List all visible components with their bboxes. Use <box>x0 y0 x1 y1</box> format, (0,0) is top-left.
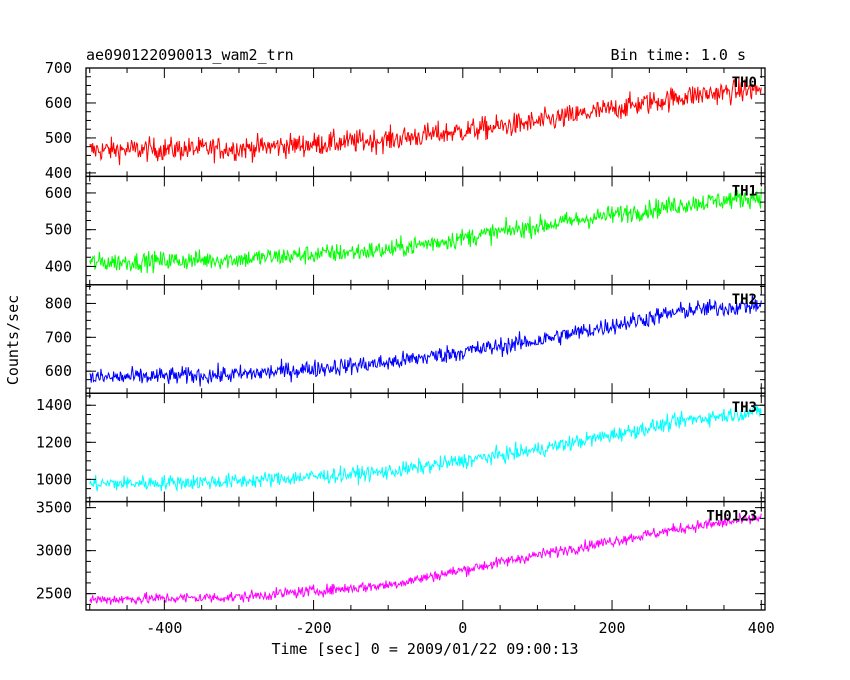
panel-label-th3: TH3 <box>732 400 757 416</box>
x-axis-label: Time [sec] 0 = 2009/01/22 09:00:13 <box>271 640 578 658</box>
y-tick-label: 700 <box>45 328 72 346</box>
x-tick-label: 400 <box>748 619 775 637</box>
x-tick-label: 0 <box>458 619 467 637</box>
y-tick-label: 2500 <box>36 585 72 603</box>
series-line-th3 <box>89 403 762 493</box>
x-tick-label: -200 <box>296 619 332 637</box>
panel-label-th0123: TH0123 <box>706 509 757 525</box>
panel-th0: 400 500 600 700 TH0 <box>45 59 766 182</box>
panel-th0123: 2500 3000 3500 TH0123 <box>36 499 766 611</box>
y-tick-label: 600 <box>45 362 72 380</box>
y-tick-label: 1000 <box>36 470 72 488</box>
x-tick-label: -400 <box>146 619 182 637</box>
y-tick-label: 3500 <box>36 499 72 517</box>
series-line-th2 <box>89 294 762 387</box>
panel-label-th2: TH2 <box>732 292 757 308</box>
panel-th3: 1000 1200 1400 TH3 <box>36 392 766 503</box>
panel-label-th0: TH0 <box>732 75 757 91</box>
y-tick-label: 1400 <box>36 396 72 414</box>
panel-th2: 600 700 800 TH2 <box>45 284 766 394</box>
y-tick-label: 500 <box>45 129 72 147</box>
y-tick-label: 700 <box>45 59 72 77</box>
panel-th1: 400 500 600 TH1 <box>45 175 766 286</box>
panel-frame <box>85 500 766 611</box>
y-tick-label: 1200 <box>36 433 72 451</box>
y-tick-label: 600 <box>45 94 72 112</box>
chart-title: ae090122090013_wam2_trn <box>86 46 294 64</box>
y-axis-label: Counts/sec <box>4 295 22 385</box>
y-tick-label: 400 <box>45 257 72 275</box>
x-tick-label: 200 <box>598 619 625 637</box>
panel-label-th1: TH1 <box>732 183 757 199</box>
series-line-th0 <box>89 77 762 166</box>
y-tick-label: 400 <box>45 164 72 182</box>
series-line-th0123 <box>89 512 762 605</box>
y-tick-label: 500 <box>45 221 72 239</box>
x-axis: -400 -200 0 200 400 <box>146 619 775 637</box>
panel-frame <box>85 67 766 178</box>
y-tick-label: 800 <box>45 294 72 312</box>
panel-frame <box>85 175 766 286</box>
bin-time-label: Bin time: 1.0 s <box>611 46 746 64</box>
panel-frame <box>85 392 766 503</box>
y-tick-label: 600 <box>45 184 72 202</box>
y-tick-label: 3000 <box>36 542 72 560</box>
panels-group: 400 500 600 700 TH0 400 500 600 TH1 600 700 800 TH2 1… <box>36 59 766 611</box>
series-line-th1 <box>89 188 762 274</box>
